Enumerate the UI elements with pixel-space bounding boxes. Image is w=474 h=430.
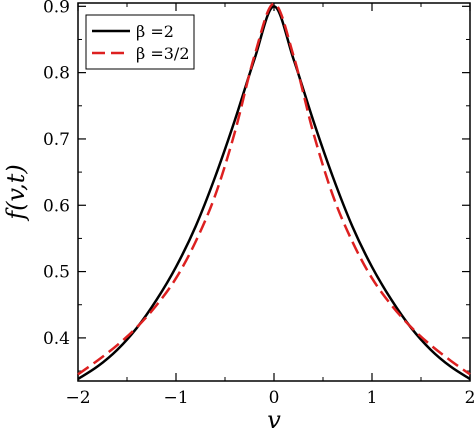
- axis-ticks: −2 −1 0 1 2 0.4 0.5 0.6 0.7 0.8 0.9: [43, 0, 474, 408]
- x-axis-label: v: [267, 406, 281, 430]
- y-tick-label: 0.5: [43, 263, 70, 283]
- x-tick-label: 0: [269, 388, 280, 408]
- x-tick-label: −2: [65, 388, 90, 408]
- legend-box: [85, 14, 195, 70]
- series-line-beta-3-2: [77, 2, 471, 376]
- y-tick-label: 0.4: [43, 329, 70, 349]
- y-tick-label: 0.7: [43, 130, 70, 150]
- legend: β =2 β =3/2: [85, 14, 195, 70]
- x-tick-label: 2: [465, 388, 474, 408]
- y-tick-label: 0.6: [43, 196, 70, 216]
- y-tick-label: 0.9: [43, 0, 70, 17]
- series-group: [77, 2, 471, 381]
- x-tick-label: −1: [163, 388, 188, 408]
- y-tick-label: 0.8: [43, 64, 70, 84]
- legend-label-beta-2: β =2: [136, 22, 174, 41]
- legend-label-beta-3-2: β =3/2: [136, 44, 190, 63]
- y-axis-label: f(v,t): [2, 164, 30, 222]
- x-tick-label: 1: [367, 388, 378, 408]
